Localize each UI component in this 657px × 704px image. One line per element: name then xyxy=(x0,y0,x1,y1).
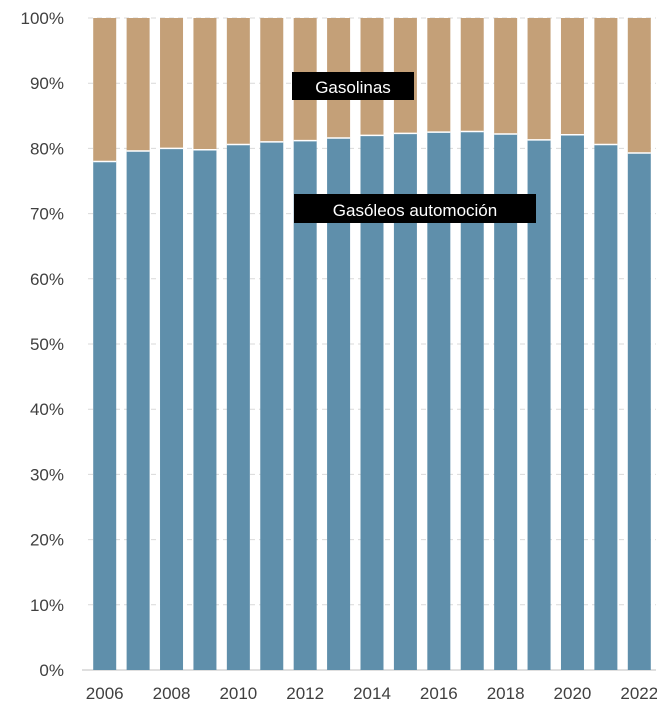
x-tick-label: 2010 xyxy=(219,684,257,703)
bar-segment-gasolinas-2007 xyxy=(126,18,150,152)
bar-segment-gasoleos-2009 xyxy=(193,149,217,671)
y-tick-label: 90% xyxy=(30,74,64,93)
y-tick-label: 70% xyxy=(30,205,64,224)
bar-segment-gasoleos-2017 xyxy=(460,131,484,670)
series-label-gasoleos-box xyxy=(294,194,536,223)
series-label-gasolinas-group: Gasolinas xyxy=(292,72,414,100)
series-label-gasolinas: Gasolinas xyxy=(315,78,391,97)
bar-segment-gasolinas-2011 xyxy=(260,18,284,142)
x-tick-label: 2020 xyxy=(554,684,592,703)
bar-segment-gasoleos-2016 xyxy=(427,132,451,671)
y-axis-ticks: 0% 10% 20% 30% 40% 50% 60% 70% 80% 90% 100% xyxy=(21,9,64,680)
x-tick-label: 2008 xyxy=(153,684,191,703)
y-tick-label: 80% xyxy=(30,139,64,158)
x-tick-label: 2014 xyxy=(353,684,391,703)
bar-segment-gasoleos-2006 xyxy=(93,161,117,670)
y-tick-label: 50% xyxy=(30,335,64,354)
bar-segment-gasolinas-2022 xyxy=(627,18,651,153)
x-tick-label: 2006 xyxy=(86,684,124,703)
y-tick-label: 30% xyxy=(30,465,64,484)
bar-segment-gasolinas-2021 xyxy=(594,18,618,145)
bar-segment-gasoleos-2007 xyxy=(126,151,150,670)
bar-segment-gasoleos-2013 xyxy=(327,137,351,670)
bar-segment-gasolinas-2008 xyxy=(160,18,184,149)
bar-segment-gasoleos-2012 xyxy=(293,140,317,671)
x-tick-label: 2012 xyxy=(286,684,324,703)
bar-segment-gasoleos-2020 xyxy=(560,134,584,670)
bar-segment-gasoleos-2010 xyxy=(226,144,250,670)
bar-segment-gasolinas-2016 xyxy=(427,18,451,133)
bar-segment-gasolinas-2018 xyxy=(494,18,518,135)
series-label-gasolinas-box xyxy=(292,72,414,100)
y-tick-label: 20% xyxy=(30,531,64,550)
bar-segment-gasoleos-2019 xyxy=(527,139,551,670)
x-tick-label: 2018 xyxy=(487,684,525,703)
bar-segment-gasoleos-2011 xyxy=(260,141,284,670)
y-tick-label: 0% xyxy=(39,661,64,680)
series-label-gasoleos-group: Gasóleos automoción xyxy=(294,194,536,223)
y-tick-label: 60% xyxy=(30,270,64,289)
bar-segment-gasolinas-2019 xyxy=(527,18,551,140)
y-tick-label: 10% xyxy=(30,596,64,615)
bar-segment-gasoleos-2022 xyxy=(627,152,651,671)
bar-segment-gasolinas-2017 xyxy=(460,18,484,132)
bar-segment-gasolinas-2010 xyxy=(226,18,250,145)
bar-segment-gasolinas-2009 xyxy=(193,18,217,150)
bar-segment-gasoleos-2021 xyxy=(594,144,618,670)
x-tick-label: 2016 xyxy=(420,684,458,703)
bar-segment-gasoleos-2015 xyxy=(393,133,417,671)
bar-segment-gasoleos-2014 xyxy=(360,135,384,671)
bar-segment-gasoleos-2018 xyxy=(494,134,518,670)
bar-segment-gasoleos-2008 xyxy=(160,148,184,670)
y-tick-label: 100% xyxy=(21,9,64,28)
x-axis-ticks: 2006 2008 2010 2012 2014 2016 2018 2020 2022 xyxy=(86,684,657,703)
bar-segment-gasolinas-2006 xyxy=(93,18,117,162)
x-tick-label: 2022 xyxy=(620,684,657,703)
bars xyxy=(93,18,651,671)
y-tick-label: 40% xyxy=(30,400,64,419)
series-label-gasoleos: Gasóleos automoción xyxy=(333,201,497,220)
bar-segment-gasolinas-2020 xyxy=(560,18,584,135)
